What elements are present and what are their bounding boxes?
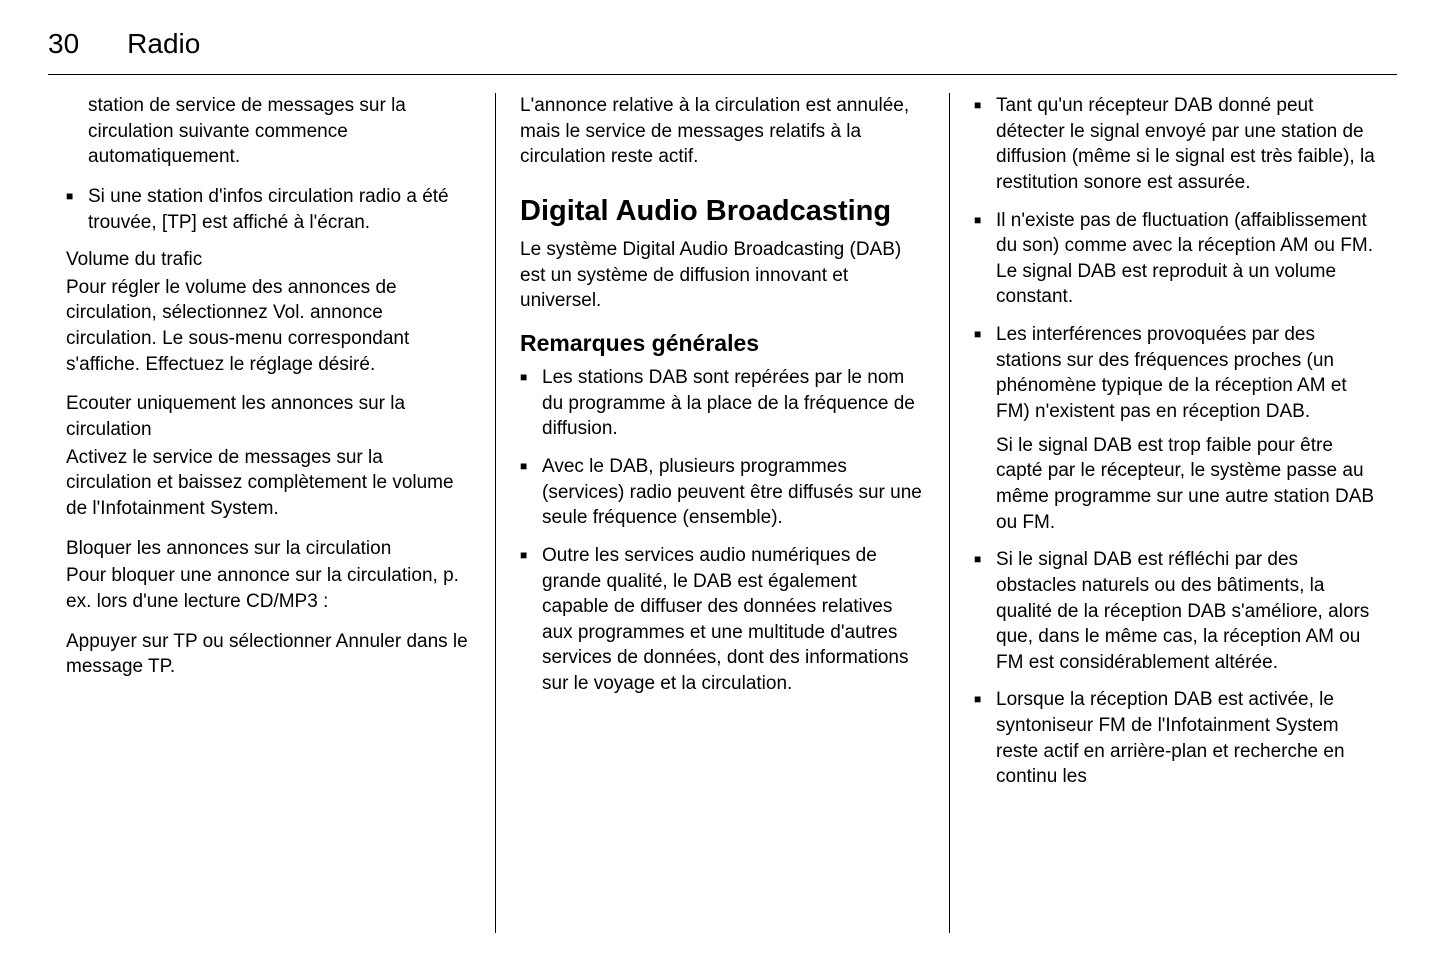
body-bloquer-2: Appuyer sur TP ou sélectionner Annuler d…: [66, 629, 471, 680]
list-item: Il n'existe pas de fluctuation (affaibli…: [974, 208, 1379, 311]
column-1: station de service de messages sur la ci…: [48, 93, 495, 933]
page-section-title: Radio: [127, 28, 200, 60]
content-columns: station de service de messages sur la ci…: [48, 93, 1397, 933]
list-item: Tant qu'un récepteur DAB donné peut déte…: [974, 93, 1379, 196]
list-item: Les interférences provoquées par des sta…: [974, 322, 1379, 535]
col1-bullets: Si une station d'infos circulation radio…: [66, 184, 471, 235]
dab-lede: Le système Digital Audio Broadcasting (D…: [520, 237, 925, 314]
list-item: Lorsque la réception DAB est activée, le…: [974, 687, 1379, 790]
subhead-ecouter: Ecouter uniquement les annonces sur la c…: [66, 391, 471, 442]
body-ecouter: Activez le service de messages sur la ci…: [66, 445, 471, 522]
page-number: 30: [48, 28, 79, 60]
heading-dab: Digital Audio Broadcasting: [520, 192, 925, 231]
column-3: Tant qu'un récepteur DAB donné peut déte…: [949, 93, 1397, 933]
col3-bullets: Tant qu'un récepteur DAB donné peut déte…: [974, 93, 1379, 790]
col1-intro: station de service de messages sur la ci…: [66, 93, 471, 170]
subhead-volume-trafic: Volume du trafic: [66, 247, 471, 273]
heading-remarques: Remarques générales: [520, 328, 925, 359]
list-item: Les stations DAB sont repérées par le no…: [520, 365, 925, 442]
list-item-text: Les interférences provoquées par des sta…: [996, 324, 1347, 422]
col2-bullets: Les stations DAB sont repérées par le no…: [520, 365, 925, 697]
column-2: L'annonce relative à la circulation est …: [495, 93, 949, 933]
page-header: 30 Radio: [48, 28, 1397, 75]
list-item-sub: Si le signal DAB est trop faible pour êt…: [996, 433, 1379, 536]
body-volume-trafic: Pour régler le volume des annonces de ci…: [66, 275, 471, 378]
col2-intro: L'annonce relative à la circulation est …: [520, 93, 925, 170]
list-item: Si le signal DAB est réfléchi par des ob…: [974, 547, 1379, 675]
list-item: Si une station d'infos circulation radio…: [66, 184, 471, 235]
body-bloquer-1: Pour bloquer une annonce sur la circulat…: [66, 563, 471, 614]
subhead-bloquer: Bloquer les annonces sur la circulation: [66, 536, 471, 562]
list-item: Avec le DAB, plusieurs programmes (servi…: [520, 454, 925, 531]
list-item: Outre les services audio numériques de g…: [520, 543, 925, 697]
